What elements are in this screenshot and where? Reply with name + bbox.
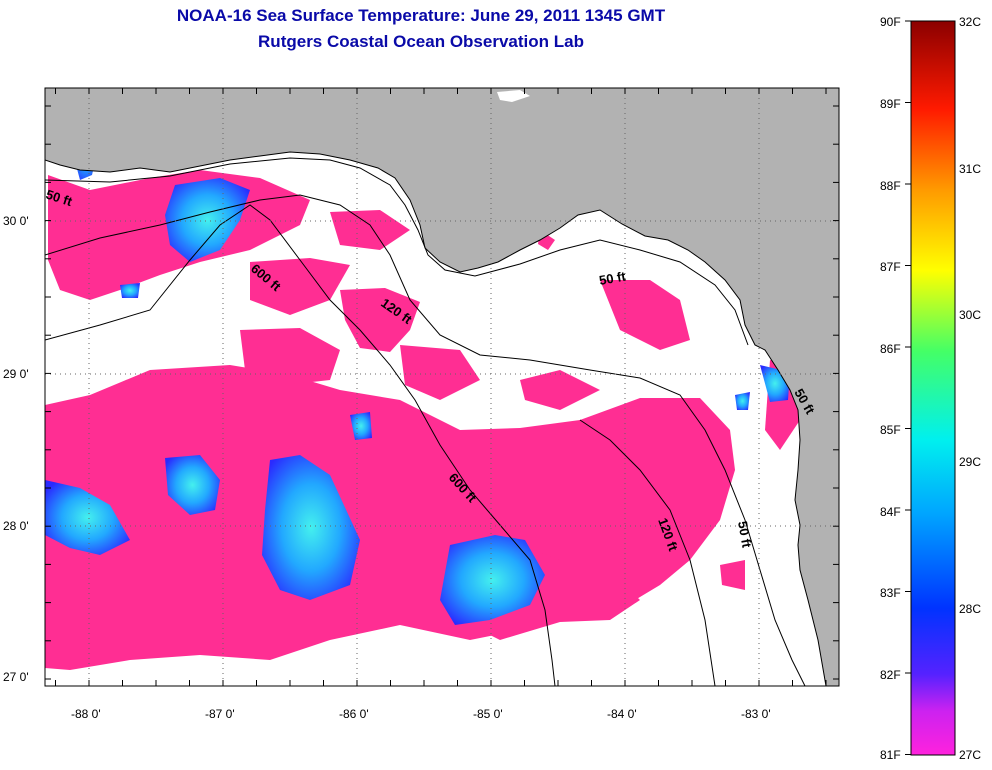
colorbar-c-label: 32C (959, 15, 982, 29)
lat-label: 29 0' (3, 367, 29, 381)
colorbar-f-label: 88F (880, 179, 901, 193)
colorbar-f-label: 85F (880, 423, 901, 437)
chart-title: NOAA-16 Sea Surface Temperature: June 29… (176, 6, 666, 25)
lon-label: -84 0' (607, 707, 637, 721)
contour-label: 50 ft (735, 520, 755, 550)
colorbar-f-label: 89F (880, 97, 901, 111)
colorbar-f-label: 90F (880, 15, 901, 29)
colorbar-c-label: 29C (959, 455, 982, 469)
contour-label: 50 ft (598, 268, 628, 288)
colorbar-f-label: 86F (880, 342, 901, 356)
colorbar-c-label: 31C (959, 162, 982, 176)
colorbar-f-label: 81F (880, 748, 901, 762)
map-plot-area: 50 ft 600 ft 120 ft 50 ft 600 ft 120 ft … (45, 88, 839, 686)
lon-label: -88 0' (71, 707, 101, 721)
colorbar-c-label: 30C (959, 308, 982, 322)
cloud-fleck (497, 90, 530, 102)
colorbar-f-label: 82F (880, 668, 901, 682)
chart-subtitle: Rutgers Coastal Ocean Observation Lab (258, 32, 584, 51)
lon-label: -86 0' (339, 707, 369, 721)
lon-label: -85 0' (473, 707, 503, 721)
colorbar (910, 20, 956, 756)
lat-label: 28 0' (3, 519, 29, 533)
axis-ticks (45, 88, 839, 686)
lat-label: 30 0' (3, 214, 29, 228)
land-mass (45, 88, 839, 686)
colorbar-c-label: 28C (959, 602, 982, 616)
lat-label: 27 0' (3, 670, 29, 684)
colorbar-f-label: 87F (880, 260, 901, 274)
map-frame (44, 87, 840, 687)
colorbar-c-label: 27C (959, 748, 982, 762)
colorbar-ticks (905, 20, 911, 755)
lon-label: -83 0' (741, 707, 771, 721)
depth-contours (45, 157, 806, 686)
colorbar-f-label: 84F (880, 505, 901, 519)
lon-label: -87 0' (205, 707, 235, 721)
colorbar-f-label: 83F (880, 586, 901, 600)
